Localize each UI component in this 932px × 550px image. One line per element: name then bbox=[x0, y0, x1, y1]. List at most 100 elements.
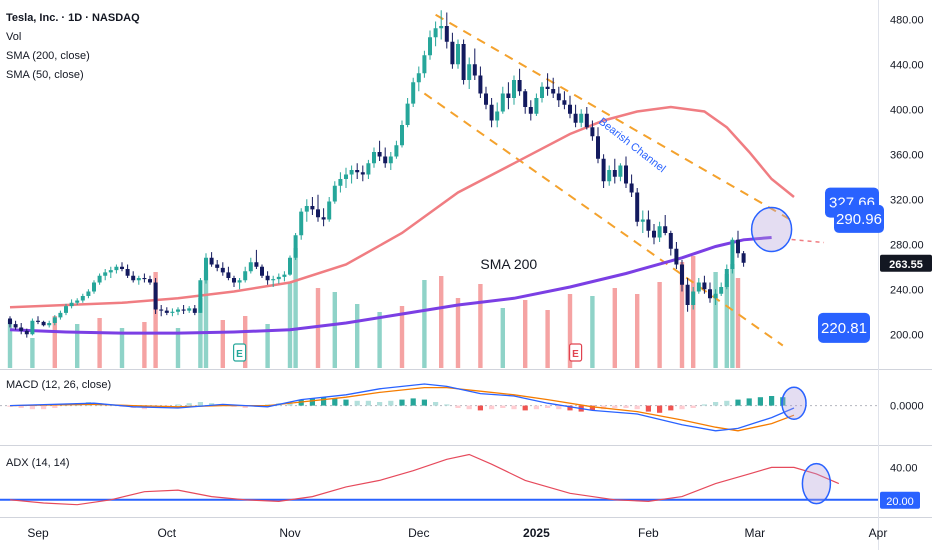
macd-histogram-bar bbox=[567, 405, 573, 411]
candle-body bbox=[276, 276, 281, 280]
channel-annotation: Bearish Channel bbox=[596, 116, 667, 176]
time-tick-label: Sep bbox=[27, 526, 49, 540]
macd-histogram-bar bbox=[321, 397, 327, 406]
candle-body bbox=[416, 73, 421, 83]
candle-body bbox=[176, 309, 180, 312]
candle-body bbox=[612, 170, 617, 177]
candle-body bbox=[478, 75, 483, 94]
candle-body bbox=[114, 266, 119, 271]
macd-histogram-bar bbox=[242, 405, 248, 408]
macd-histogram-bar bbox=[668, 405, 674, 411]
candle-body bbox=[741, 253, 746, 263]
price-tick-label: 200.00 bbox=[890, 329, 924, 341]
candle-body bbox=[461, 44, 466, 80]
candle-body bbox=[657, 226, 662, 238]
candle-body bbox=[316, 209, 320, 218]
macd-histogram-bar bbox=[522, 405, 528, 411]
candle-body bbox=[512, 80, 516, 98]
macd-histogram-bar bbox=[197, 402, 203, 406]
macd-histogram-bar bbox=[410, 398, 416, 406]
earnings-marker[interactable]: E bbox=[568, 343, 583, 362]
candle-body bbox=[192, 308, 197, 313]
macd-histogram-bar bbox=[545, 405, 551, 408]
macd-legend: MACD (12, 26, close) bbox=[6, 376, 111, 395]
adx-level-box bbox=[880, 491, 920, 509]
candle-body bbox=[97, 275, 102, 283]
volume-bar bbox=[523, 300, 528, 368]
macd-histogram-bar bbox=[175, 404, 181, 406]
candle-body bbox=[730, 239, 735, 269]
candle-body bbox=[629, 183, 634, 193]
sma50-line bbox=[9, 105, 795, 309]
candle-body bbox=[344, 174, 348, 179]
macd-histogram-bar bbox=[645, 405, 651, 412]
candle-body bbox=[590, 127, 595, 137]
macd-histogram-bar bbox=[657, 405, 663, 413]
candle-body bbox=[377, 152, 382, 157]
volume-bar bbox=[439, 276, 444, 368]
candle-body bbox=[321, 217, 326, 220]
macd-histogram-bar bbox=[623, 405, 629, 408]
volume-bar bbox=[455, 298, 461, 368]
candle-body bbox=[80, 296, 85, 301]
adx-highlight-circle bbox=[801, 462, 832, 505]
candle-body bbox=[696, 282, 701, 292]
candle-body bbox=[220, 267, 225, 273]
volume-bar bbox=[142, 322, 147, 368]
candle-body bbox=[467, 64, 472, 80]
macd-histogram-bar bbox=[365, 400, 371, 406]
candle-body bbox=[456, 44, 460, 65]
macd-line bbox=[9, 383, 795, 432]
callout-290[interactable]: 290.96 bbox=[834, 204, 884, 233]
volume-bar bbox=[545, 310, 550, 368]
sma200-annotation: SMA 200 bbox=[480, 256, 537, 272]
candle-body bbox=[170, 311, 175, 313]
volume-bar bbox=[724, 274, 729, 368]
candle-body bbox=[635, 192, 640, 222]
candle-body bbox=[237, 280, 242, 283]
candle-body bbox=[181, 309, 186, 311]
volume-bar bbox=[332, 292, 337, 368]
macd-histogram-bar bbox=[399, 399, 405, 406]
macd-histogram-bar bbox=[388, 400, 394, 406]
candle-body bbox=[495, 111, 500, 121]
macd-histogram-bar bbox=[612, 405, 618, 408]
candle-body bbox=[624, 165, 628, 184]
candle-body bbox=[506, 93, 511, 98]
candle-body bbox=[260, 266, 264, 276]
candle-body bbox=[226, 272, 231, 278]
macd-histogram-bar bbox=[7, 405, 13, 407]
candle-body bbox=[41, 321, 46, 326]
volume-bar bbox=[500, 308, 505, 368]
candle-body bbox=[646, 219, 651, 231]
macd-histogram-bar bbox=[421, 399, 427, 406]
price-tick-label: 480.00 bbox=[890, 14, 924, 26]
macd-histogram-bar bbox=[444, 404, 450, 406]
volume-bar bbox=[679, 262, 685, 368]
candle-body bbox=[204, 257, 208, 281]
volume-bar bbox=[265, 324, 270, 368]
earnings-marker-label: E bbox=[572, 349, 579, 360]
time-axis: Sep Oct Nov Dec 2025 Feb Mar Apr bbox=[27, 526, 887, 540]
volume-bars bbox=[7, 248, 741, 368]
callout-290-box bbox=[834, 204, 884, 233]
candle-body bbox=[360, 172, 365, 175]
macd-histogram-bar bbox=[500, 405, 506, 408]
macd-panel: 0.0000 bbox=[0, 383, 924, 432]
volume-bar bbox=[567, 294, 573, 368]
candle-body bbox=[243, 271, 248, 281]
candle-body bbox=[338, 179, 343, 186]
adx-panel: 40.00 20.00 bbox=[0, 453, 920, 509]
macd-histogram-bar bbox=[634, 405, 640, 410]
time-tick-label: Apr bbox=[869, 526, 888, 540]
callout-220[interactable]: 220.81 bbox=[818, 312, 870, 343]
candle-body bbox=[528, 107, 533, 114]
candle-body bbox=[310, 206, 315, 210]
earnings-marker[interactable]: E bbox=[233, 343, 247, 362]
volume-bar bbox=[97, 318, 102, 368]
time-tick-label: 2025 bbox=[523, 526, 550, 540]
candle-body bbox=[332, 185, 337, 202]
candle-body bbox=[136, 278, 141, 281]
candle-body bbox=[30, 320, 35, 335]
